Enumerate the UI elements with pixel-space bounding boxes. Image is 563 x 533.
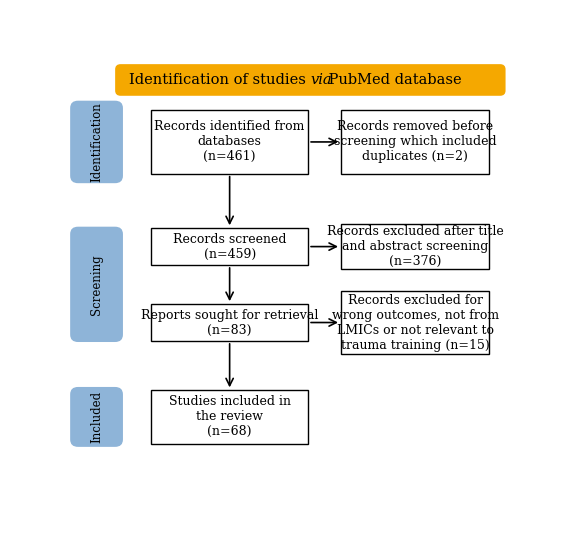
Text: Records screened
(n=459): Records screened (n=459)	[173, 232, 287, 261]
FancyBboxPatch shape	[341, 290, 489, 354]
Text: PubMed database: PubMed database	[324, 73, 462, 87]
Text: via: via	[310, 73, 332, 87]
Text: Identification of studies: Identification of studies	[129, 73, 310, 87]
Text: Records excluded for
wrong outcomes, not from
LMICs or not relevant to
trauma tr: Records excluded for wrong outcomes, not…	[332, 294, 499, 352]
FancyBboxPatch shape	[116, 65, 504, 95]
Text: Identification: Identification	[90, 102, 103, 182]
FancyBboxPatch shape	[341, 224, 489, 269]
Text: Records removed before
screening which included
duplicates (n=2): Records removed before screening which i…	[334, 120, 497, 164]
FancyBboxPatch shape	[341, 110, 489, 174]
FancyBboxPatch shape	[70, 101, 123, 183]
FancyBboxPatch shape	[70, 227, 123, 342]
Text: Included: Included	[90, 391, 103, 443]
FancyBboxPatch shape	[151, 390, 308, 443]
Text: Records excluded after title
and abstract screening
(n=376): Records excluded after title and abstrac…	[327, 225, 503, 268]
Text: Records identified from
databases
(n=461): Records identified from databases (n=461…	[154, 120, 305, 164]
Text: Studies included in
the review
(n=68): Studies included in the review (n=68)	[169, 395, 291, 439]
Text: Screening: Screening	[90, 254, 103, 314]
FancyBboxPatch shape	[151, 110, 308, 174]
FancyBboxPatch shape	[151, 228, 308, 265]
FancyBboxPatch shape	[70, 387, 123, 447]
FancyBboxPatch shape	[151, 304, 308, 341]
Text: Reports sought for retrieval
(n=83): Reports sought for retrieval (n=83)	[141, 309, 318, 336]
